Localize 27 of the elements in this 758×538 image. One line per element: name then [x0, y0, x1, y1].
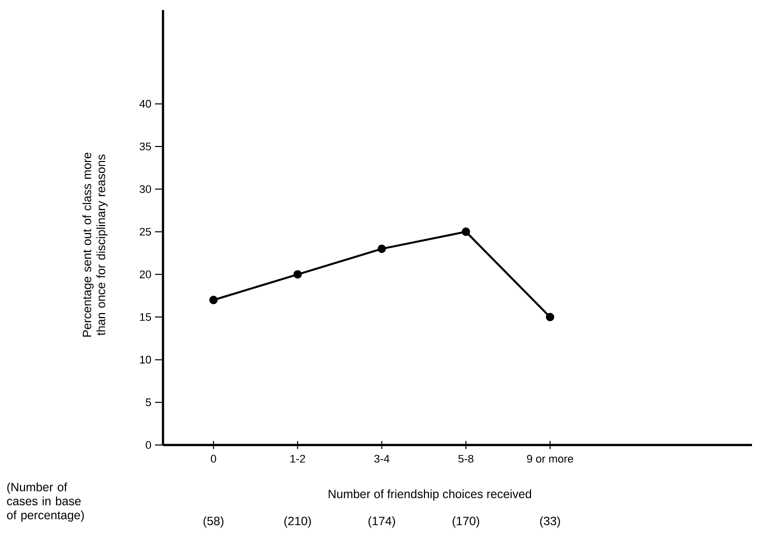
y-tick-label: 30 — [140, 185, 152, 194]
text: (33) — [540, 516, 560, 528]
y-tick-label: 25 — [140, 228, 151, 236]
x-tick-label: 0 — [210, 454, 216, 463]
text: (174) — [368, 516, 396, 528]
x-tick-label: 5-8 — [458, 454, 474, 463]
y-tick-label: 5 — [146, 398, 151, 406]
x-tick-label: 1-2 — [290, 454, 306, 463]
text: (Number of cases in base of percentage) — [7, 482, 84, 522]
point — [546, 312, 554, 322]
y-tick-label: 40 — [139, 100, 152, 108]
y-tick-label: 20 — [140, 270, 152, 278]
y-tick-label: 35 — [140, 142, 151, 150]
y-axis-title: Percentage sent out of class more than once for disciplinary reasons — [82, 152, 108, 337]
point — [293, 270, 302, 279]
x-axis-title: Number of friendship choices received — [328, 489, 532, 501]
text: (210) — [284, 516, 311, 528]
point — [209, 296, 218, 304]
y-tick-label: 15 — [140, 313, 151, 321]
y-tick-label: 10 — [140, 356, 152, 364]
y-tick-label: 0 — [146, 441, 152, 449]
x-tick-label: 9 or more — [527, 454, 574, 463]
text: (170) — [452, 516, 480, 528]
point — [462, 228, 470, 236]
text: (58) — [204, 516, 224, 528]
x-tick-label: 3-4 — [374, 454, 390, 463]
point — [378, 244, 386, 254]
